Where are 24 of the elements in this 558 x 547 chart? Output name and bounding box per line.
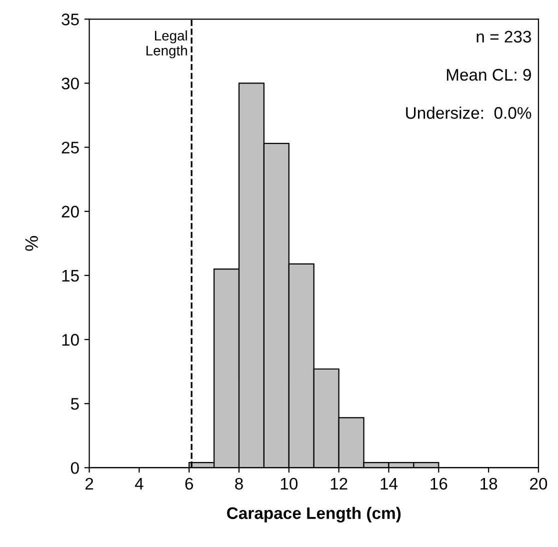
y-tick-label: 15	[62, 270, 79, 282]
y-tick-label: 5	[70, 398, 79, 410]
annotation: Mean CL: 9	[446, 68, 531, 81]
y-tick-label: 30	[62, 78, 79, 90]
x-tick-label: 16	[430, 478, 448, 490]
x-tick-label: 18	[480, 478, 498, 490]
x-tick-label: 12	[330, 478, 348, 490]
y-tick-label: 25	[62, 142, 79, 154]
y-tick-label: 35	[62, 14, 79, 26]
x-axis-title: Carapace Length (cm)	[227, 506, 401, 522]
y-tick-label: 10	[62, 334, 79, 346]
y-axis-title: %	[25, 236, 38, 251]
x-tick-label: 6	[185, 478, 193, 490]
x-tick-label: 10	[280, 478, 298, 490]
ref-line-label: Legal Length	[146, 30, 187, 58]
x-tick-label: 20	[530, 478, 548, 490]
annotation: Undersize: 0.0%	[406, 106, 532, 119]
x-tick-label: 14	[380, 478, 398, 490]
x-tick-label: 2	[85, 478, 94, 490]
x-tick-label: 8	[235, 478, 243, 490]
y-tick-label: 0	[70, 462, 79, 474]
annotation: n = 233	[476, 30, 532, 43]
y-tick-label: 20	[62, 206, 79, 218]
x-tick-label: 4	[134, 478, 144, 490]
